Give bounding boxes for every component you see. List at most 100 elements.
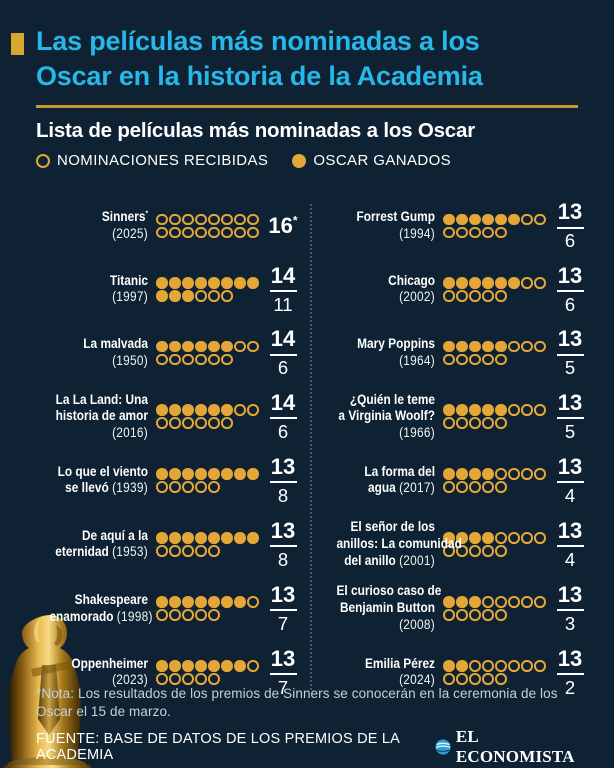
nomination-dot <box>221 290 233 302</box>
dot-row <box>443 673 546 685</box>
nomination-dot <box>182 353 194 365</box>
nomination-dot <box>495 417 507 429</box>
oscar-won-dot <box>469 468 481 480</box>
oscar-won-dot <box>469 404 481 416</box>
fraction-line <box>269 290 297 292</box>
oscar-won-dot <box>195 596 207 608</box>
oscar-won-dot <box>234 277 246 289</box>
film-dots <box>443 596 546 621</box>
fraction-line <box>269 417 297 420</box>
nominations-count: 13 <box>270 645 296 671</box>
oscar-won-dot <box>169 290 181 302</box>
nomination-dot <box>482 673 494 685</box>
dot-row <box>156 353 259 365</box>
nomination-dot <box>182 226 194 238</box>
oscar-won-dot <box>247 532 259 544</box>
oscar-won-dot <box>208 468 220 480</box>
oscar-won-dot <box>221 468 233 480</box>
film-entry: Sinners* (2025) 16* <box>36 201 298 251</box>
film-title: Sinners* (2025) <box>101 208 148 241</box>
film-dots <box>443 532 546 557</box>
oscar-won-dot <box>169 404 181 416</box>
film-title: La forma del agua (2017) <box>364 463 435 496</box>
nomination-dot <box>443 481 455 493</box>
oscar-won-dot <box>469 213 481 225</box>
nomination-dot <box>495 290 507 302</box>
nomination-dot <box>508 532 520 544</box>
fraction-line <box>556 481 584 484</box>
nomination-dot <box>521 596 533 608</box>
film-entry: Titanic (1997) 14 11 <box>36 262 299 315</box>
oscar-won-dot <box>182 532 194 544</box>
oscar-won-dot <box>495 340 507 352</box>
nomination-dot <box>521 340 533 352</box>
oscar-won-dot <box>482 532 494 544</box>
nomination-dot <box>208 213 220 225</box>
film-value: 13 4 <box>554 519 586 570</box>
oscar-won-dot <box>221 340 233 352</box>
wins-count: 7 <box>277 612 289 634</box>
oscar-won-dot <box>443 596 455 608</box>
oscar-won-dot <box>208 340 220 352</box>
fraction-line <box>556 609 584 612</box>
film-title: Oppenheimer (2023) <box>71 655 148 688</box>
dot-row <box>443 660 546 672</box>
footnote: *Nota: Los resultados de los premios de … <box>36 685 586 721</box>
nomination-dot <box>534 660 546 672</box>
nomination-dot <box>482 596 494 608</box>
nomination-dot <box>508 660 520 672</box>
dot-row <box>443 340 546 352</box>
oscar-won-dot <box>182 596 194 608</box>
oscar-won-dot <box>456 660 468 672</box>
film-entry: Emilia Pérez (2024) 13 2 <box>323 647 584 698</box>
nomination-dot <box>182 481 194 493</box>
dot-row <box>443 290 546 302</box>
nomination-dot <box>469 481 481 493</box>
oscar-won-dot <box>195 404 207 416</box>
nominations-count: 14 <box>270 262 296 288</box>
wins-count: 6 <box>277 420 289 442</box>
film-entry: El curioso caso de Benjamin Button (2008) 1… <box>323 583 584 633</box>
nomination-dot <box>508 404 520 416</box>
el-economista-logo: EL ECONOMISTA <box>435 727 586 767</box>
nomination-dot <box>169 353 181 365</box>
nomination-dot <box>234 226 246 238</box>
film-value: 13 7 <box>267 583 299 634</box>
film-value: 13 5 <box>554 391 586 442</box>
nomination-dot <box>495 660 507 672</box>
film-dots <box>156 596 259 621</box>
nomination-dot <box>482 226 494 238</box>
nomination-dot <box>169 673 181 685</box>
wins-count: 5 <box>564 357 576 378</box>
oscar-won-dot <box>482 404 494 416</box>
dot-row <box>443 226 546 238</box>
nomination-dot <box>208 545 220 557</box>
film-value: 13 3 <box>554 583 586 634</box>
nomination-dot <box>534 596 546 608</box>
nomination-dot <box>469 545 481 557</box>
oscar-won-dot <box>443 277 455 289</box>
nomination-dot <box>247 226 259 238</box>
wins-count: 6 <box>564 293 576 315</box>
dot-row <box>156 226 259 238</box>
dot-row <box>443 277 546 289</box>
wins-count: 5 <box>564 420 576 442</box>
title-underline <box>36 105 578 109</box>
dot-row <box>156 545 259 557</box>
nomination-dot <box>195 545 207 557</box>
nomination-dot <box>495 673 507 685</box>
nomination-dot <box>521 468 533 480</box>
nominations-legend-icon <box>36 153 50 168</box>
film-dots <box>443 468 546 493</box>
film-entry: De aquí a la eternidad (1953) 13 8 <box>36 519 297 569</box>
oscar-won-dot <box>443 532 455 544</box>
nomination-dot <box>521 404 533 416</box>
nomination-dot <box>443 353 455 365</box>
film-value: 14 11 <box>267 262 299 315</box>
title-bullet <box>11 33 24 55</box>
oscar-won-dot <box>156 596 168 608</box>
nomination-dot <box>208 226 220 238</box>
oscar-won-dot <box>456 404 468 416</box>
oscar-won-dot <box>221 277 233 289</box>
oscar-won-dot <box>482 213 494 225</box>
